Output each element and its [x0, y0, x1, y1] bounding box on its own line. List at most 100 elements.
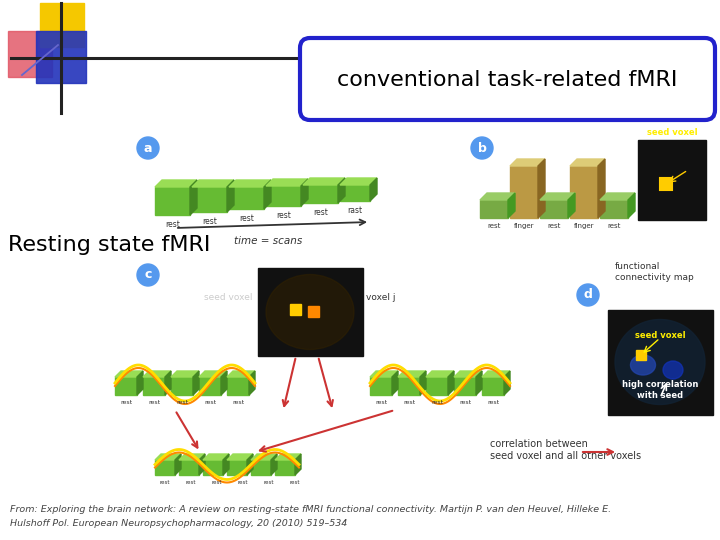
Text: rest: rest: [202, 217, 217, 226]
Polygon shape: [482, 371, 510, 377]
Circle shape: [577, 284, 599, 306]
Polygon shape: [538, 159, 545, 218]
Text: rest: rest: [232, 400, 244, 405]
Polygon shape: [340, 178, 377, 185]
Text: rest: rest: [375, 400, 387, 405]
Polygon shape: [193, 371, 199, 395]
Circle shape: [471, 137, 493, 159]
Polygon shape: [303, 178, 345, 185]
Bar: [115, 377, 137, 395]
Polygon shape: [392, 371, 398, 395]
Polygon shape: [155, 180, 197, 187]
Text: Resting state fMRI: Resting state fMRI: [8, 235, 210, 255]
Text: rest: rest: [186, 480, 197, 485]
Polygon shape: [223, 454, 229, 475]
Polygon shape: [247, 454, 253, 475]
Polygon shape: [570, 159, 605, 166]
Bar: [510, 166, 538, 218]
Polygon shape: [199, 454, 205, 475]
Bar: [258, 268, 363, 356]
Bar: [266, 186, 301, 206]
Bar: [36, 31, 86, 83]
Bar: [482, 377, 504, 395]
Bar: [203, 460, 223, 475]
Bar: [426, 377, 448, 395]
Circle shape: [137, 264, 159, 286]
FancyBboxPatch shape: [300, 38, 715, 120]
Polygon shape: [165, 371, 171, 395]
Polygon shape: [192, 180, 234, 187]
Polygon shape: [600, 193, 635, 200]
Polygon shape: [508, 193, 515, 218]
Polygon shape: [229, 180, 271, 187]
Ellipse shape: [663, 361, 683, 379]
Text: functional
connectivity map: functional connectivity map: [615, 262, 694, 282]
Polygon shape: [115, 371, 143, 377]
Polygon shape: [190, 180, 197, 215]
Text: time = scans: time = scans: [234, 236, 302, 246]
Bar: [600, 200, 628, 218]
Text: rast: rast: [348, 206, 363, 215]
Text: rest: rest: [487, 223, 500, 229]
Bar: [608, 310, 713, 415]
Polygon shape: [295, 454, 301, 475]
Text: seed voxel: seed voxel: [647, 128, 697, 137]
Text: rest: rest: [276, 211, 291, 220]
Bar: [540, 200, 568, 218]
Bar: [370, 377, 392, 395]
Text: rest: rest: [431, 400, 443, 405]
Polygon shape: [338, 178, 345, 203]
Text: conventional task-related fMRI: conventional task-related fMRI: [337, 70, 678, 90]
Text: b: b: [477, 141, 487, 154]
Polygon shape: [137, 371, 143, 395]
Bar: [454, 377, 476, 395]
Ellipse shape: [615, 320, 705, 404]
Polygon shape: [420, 371, 426, 395]
Polygon shape: [143, 371, 171, 377]
Text: d: d: [584, 288, 593, 301]
Polygon shape: [271, 454, 277, 475]
Text: rest: rest: [289, 480, 300, 485]
Bar: [251, 460, 271, 475]
Text: rest: rest: [120, 400, 132, 405]
Polygon shape: [454, 371, 482, 377]
Bar: [179, 460, 199, 475]
Bar: [40, 3, 84, 47]
Bar: [155, 187, 190, 215]
Bar: [638, 140, 706, 220]
Polygon shape: [275, 454, 301, 460]
Text: finger: finger: [514, 223, 534, 229]
Bar: [636, 350, 646, 360]
Bar: [192, 187, 227, 212]
Bar: [570, 166, 598, 218]
Bar: [340, 185, 370, 201]
Polygon shape: [251, 454, 277, 460]
Polygon shape: [227, 454, 253, 460]
Bar: [275, 460, 295, 475]
Text: From: Exploring the brain network: A review on resting-state fMRI functional con: From: Exploring the brain network: A rev…: [10, 505, 611, 515]
Bar: [229, 187, 264, 209]
Bar: [8, 31, 52, 77]
Polygon shape: [568, 193, 575, 218]
Bar: [480, 200, 508, 218]
Text: seed voxel: seed voxel: [635, 330, 685, 340]
Text: rest: rest: [160, 480, 170, 485]
Text: rest: rest: [547, 223, 561, 229]
Text: high correlation
with seed: high correlation with seed: [622, 380, 698, 400]
Bar: [290, 304, 301, 315]
Text: c: c: [144, 268, 152, 281]
Text: voxel j: voxel j: [366, 294, 395, 302]
Text: seed voxel: seed voxel: [204, 294, 253, 302]
Text: Hulshoff Pol. European Neuropsychopharmacology, 20 (2010) 519–534: Hulshoff Pol. European Neuropsychopharma…: [10, 519, 347, 529]
Polygon shape: [504, 371, 510, 395]
Circle shape: [137, 137, 159, 159]
Polygon shape: [598, 159, 605, 218]
Polygon shape: [476, 371, 482, 395]
Text: correlation between
seed voxel and all other voxels: correlation between seed voxel and all o…: [490, 439, 641, 461]
Text: rest: rest: [239, 214, 254, 223]
Polygon shape: [398, 371, 426, 377]
Polygon shape: [155, 454, 181, 460]
Ellipse shape: [266, 274, 354, 349]
Text: rest: rest: [238, 480, 248, 485]
Polygon shape: [510, 159, 545, 166]
